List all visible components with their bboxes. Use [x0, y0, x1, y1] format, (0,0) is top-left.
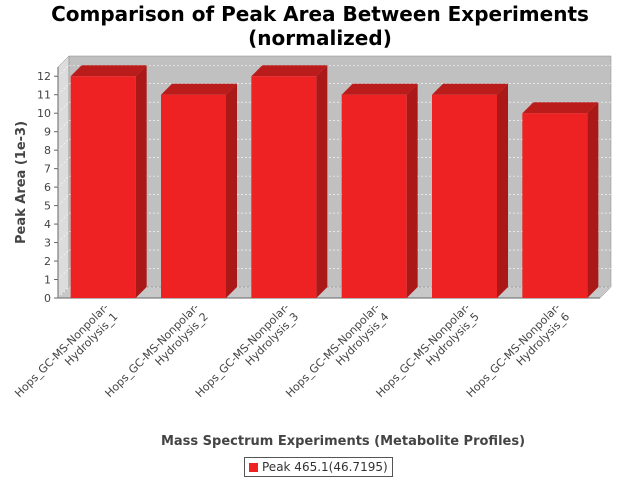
bar — [251, 76, 317, 299]
x-tick-label-line: Hops_GC-MS-Nonpolar- — [103, 301, 202, 400]
y-tick-label: 5 — [44, 200, 51, 213]
bar — [161, 94, 226, 298]
gridline-side — [57, 65, 70, 77]
y-tick-label: 8 — [44, 144, 51, 157]
x-tick-label-line: Hops_GC-MS-Nonpolar- — [12, 301, 111, 400]
y-tick-label: 0 — [44, 292, 51, 305]
gridline-side — [57, 101, 70, 114]
x-tick-label-line: Hops_GC-MS-Nonpolar- — [193, 301, 292, 400]
bar-side — [316, 65, 328, 299]
bar — [522, 113, 588, 298]
x-axis-title: Mass Spectrum Experiments (Metabolite Pr… — [161, 434, 525, 449]
bar-side — [497, 83, 508, 298]
bar-side — [587, 102, 599, 298]
chart-title-line-1: Comparison of Peak Area Between Experime… — [51, 2, 589, 26]
bar-top — [161, 83, 237, 95]
plot-side-wall — [57, 55, 70, 299]
plot-back-wall — [68, 55, 612, 288]
chart-title: Comparison of Peak Area Between Experime… — [0, 2, 640, 50]
gridline-side — [57, 268, 70, 280]
legend: Peak 465.1(46.7195) — [244, 457, 393, 477]
y-tick-label: 10 — [37, 107, 51, 120]
bar-side — [135, 65, 147, 299]
legend-swatch — [249, 462, 258, 472]
y-tick-label: 12 — [37, 70, 51, 83]
x-tick-label-line: Hops_GC-MS-Nonpolar- — [374, 301, 473, 400]
chart-title-line-2: (normalized) — [248, 26, 392, 50]
y-tick-label: 11 — [37, 89, 51, 102]
y-tick-label: 4 — [44, 218, 51, 231]
bar — [70, 76, 136, 299]
gridline-side — [57, 175, 70, 188]
y-axis-title: Peak Area (1e-3) — [14, 121, 29, 244]
bar-top — [522, 102, 599, 114]
y-tick-label: 2 — [44, 255, 51, 268]
x-tick-label-line: Hops_GC-MS-Nonpolar- — [283, 301, 382, 400]
bar-side — [406, 83, 418, 298]
gridline-side — [57, 249, 70, 262]
y-tick-label: 1 — [44, 274, 51, 287]
gridline-side — [57, 83, 70, 95]
gridline-side — [57, 286, 70, 299]
x-tick-label-line: Hops_GC-MS-Nonpolar- — [464, 301, 563, 400]
x-tick-label: Hops_GC-MS-Nonpolar-Hydrolysis_6 — [464, 301, 572, 409]
bar-top — [251, 65, 328, 77]
gridline-side — [57, 120, 70, 132]
legend-label: Peak 465.1(46.7195) — [262, 460, 388, 474]
y-tick-label: 3 — [44, 237, 51, 250]
gridline-side — [57, 138, 70, 151]
gridline-side — [57, 157, 70, 169]
y-tick-label: 7 — [44, 163, 51, 176]
bar-top — [70, 65, 147, 77]
bar — [432, 94, 497, 298]
bar-top — [432, 83, 508, 95]
bar — [341, 94, 407, 298]
gridline-side — [57, 194, 70, 206]
y-tick-label: 9 — [44, 126, 51, 139]
gridline-side — [57, 212, 70, 225]
bar-side — [226, 83, 237, 298]
bar-top — [341, 83, 418, 95]
y-tick-label: 6 — [44, 181, 51, 194]
gridline-side — [57, 231, 70, 243]
